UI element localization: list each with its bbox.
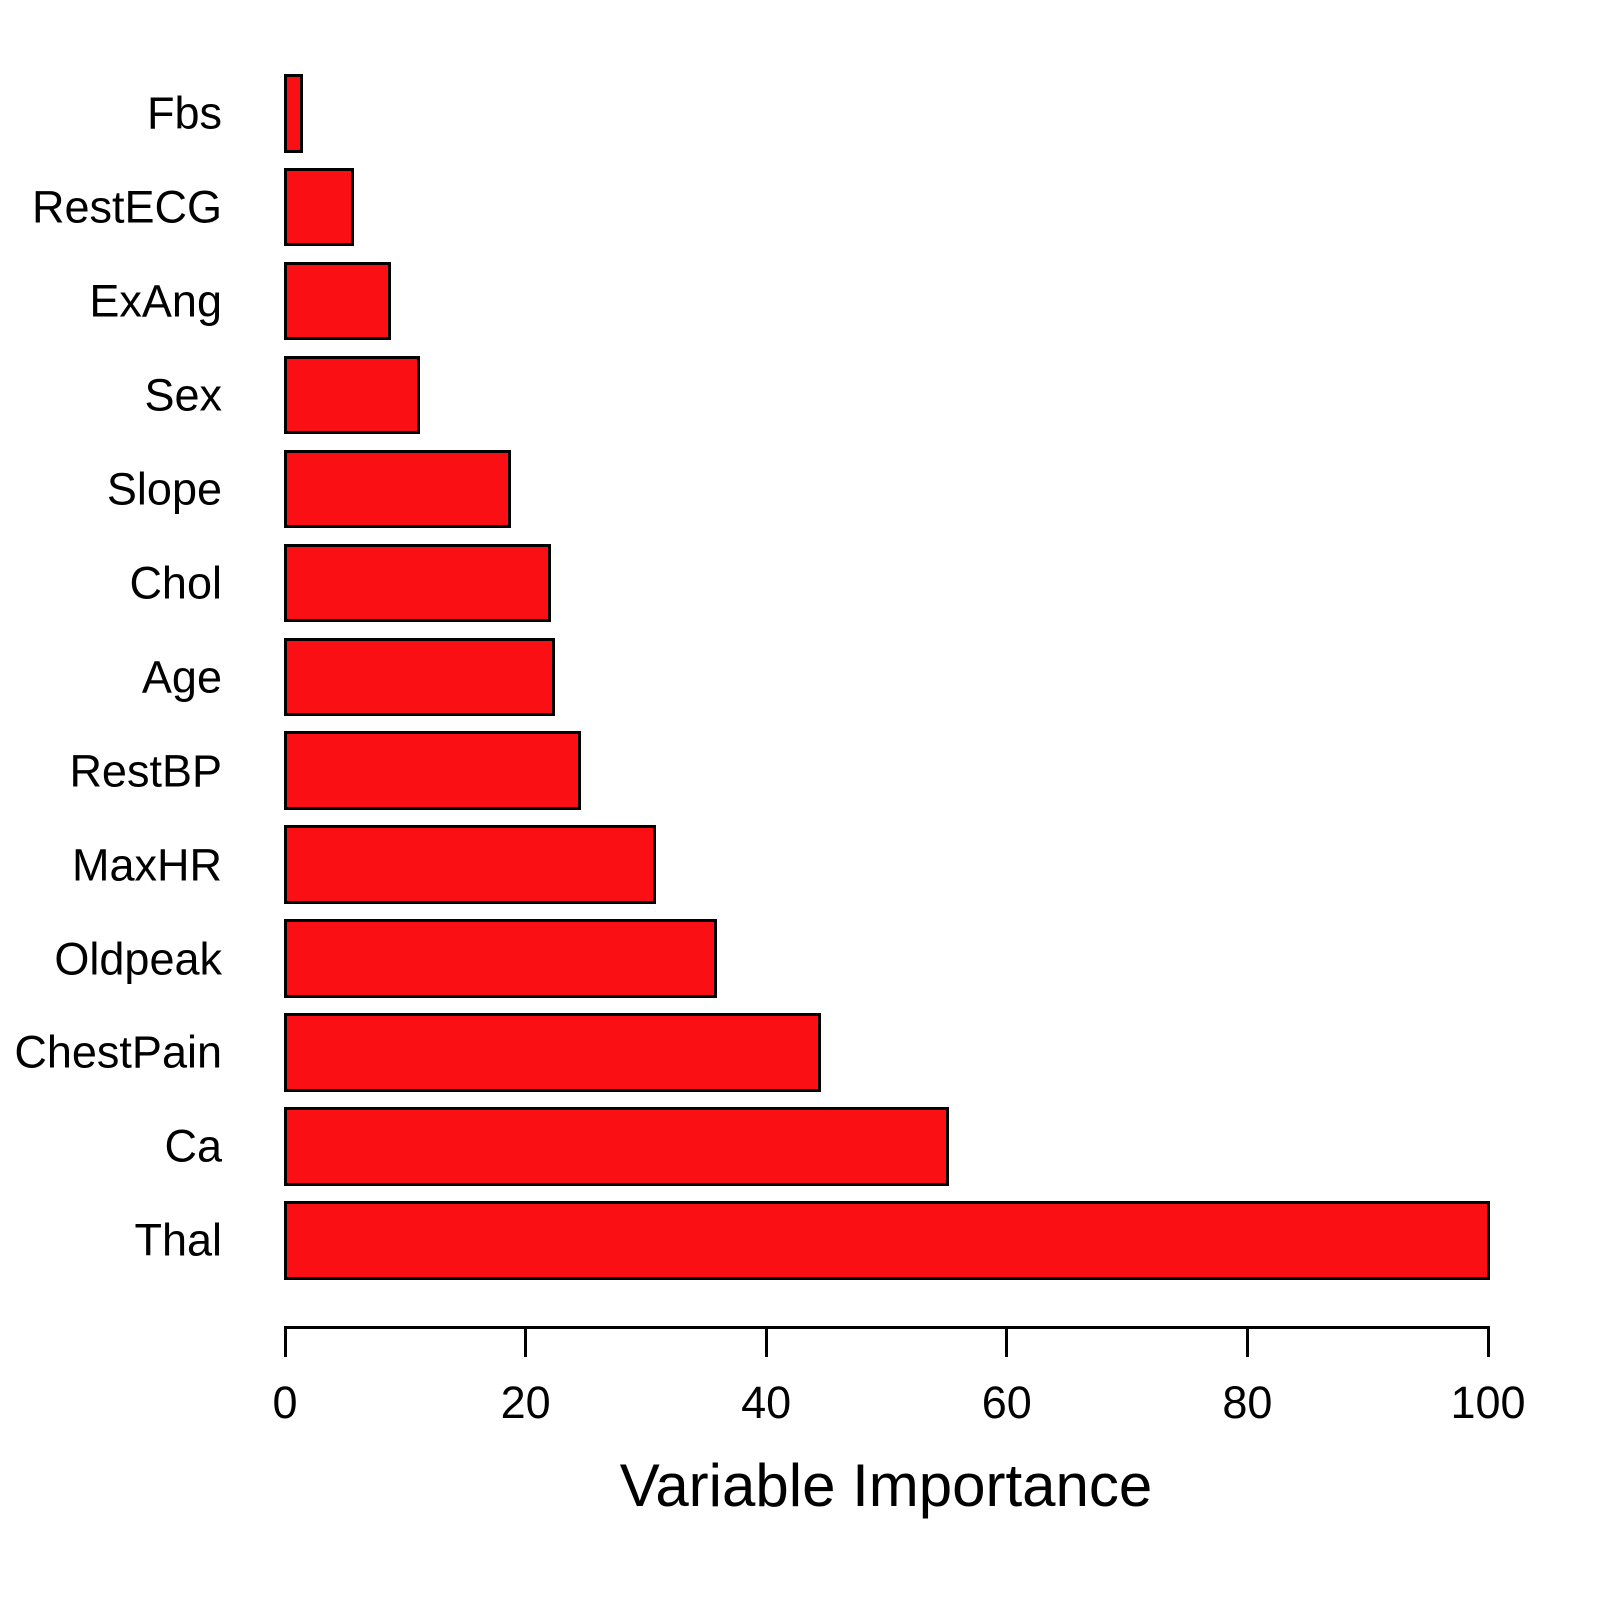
x-axis-tick-label: 40 xyxy=(741,1377,792,1428)
x-axis-tick xyxy=(764,1326,768,1357)
x-axis-tick xyxy=(1486,1326,1490,1357)
bar-age xyxy=(283,637,555,717)
category-label-restecg: RestECG xyxy=(31,181,222,233)
x-axis-tick-label: 80 xyxy=(1222,1377,1273,1428)
bar-ca xyxy=(283,1107,950,1186)
category-label-slope: Slope xyxy=(106,463,222,515)
bar-maxhr xyxy=(283,825,656,904)
bar-oldpeak xyxy=(283,919,718,998)
category-label-chol: Chol xyxy=(129,557,222,609)
category-label-age: Age xyxy=(141,651,222,703)
category-label-sex: Sex xyxy=(144,369,222,421)
x-axis-tick-label: 60 xyxy=(981,1377,1032,1428)
category-label-ca: Ca xyxy=(164,1120,222,1172)
category-label-exang: ExAng xyxy=(89,275,222,327)
x-axis-tick-label: 20 xyxy=(500,1377,551,1428)
x-axis-tick xyxy=(524,1326,528,1357)
category-label-maxhr: MaxHR xyxy=(71,839,222,891)
bar-slope xyxy=(283,449,512,529)
bar-chestpain xyxy=(283,1013,821,1092)
x-axis-tick-label: 100 xyxy=(1450,1377,1526,1428)
category-label-thal: Thal xyxy=(134,1214,222,1266)
bar-sex xyxy=(283,355,421,435)
x-axis-line xyxy=(283,1326,1490,1329)
bar-restbp xyxy=(283,731,582,810)
bar-exang xyxy=(283,261,392,341)
category-label-oldpeak: Oldpeak xyxy=(54,933,222,985)
x-axis-title: Variable Importance xyxy=(619,1452,1153,1519)
bar-fbs xyxy=(283,74,304,153)
x-axis-tick xyxy=(283,1326,287,1357)
category-label-restbp: RestBP xyxy=(69,745,222,797)
category-label-fbs: Fbs xyxy=(146,87,222,139)
x-axis-tick-label: 0 xyxy=(272,1377,298,1428)
bar-chol xyxy=(283,543,552,623)
category-label-chestpain: ChestPain xyxy=(14,1026,222,1078)
bar-restecg xyxy=(283,167,354,247)
bar-thal xyxy=(283,1201,1490,1280)
x-axis-tick xyxy=(1245,1326,1249,1357)
x-axis-tick xyxy=(1005,1326,1009,1357)
